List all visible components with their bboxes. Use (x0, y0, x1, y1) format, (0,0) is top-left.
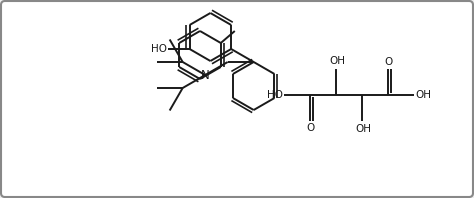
Text: HO: HO (151, 44, 166, 54)
Text: N: N (201, 69, 210, 82)
Text: OH: OH (415, 90, 431, 100)
Text: O: O (307, 123, 315, 133)
Text: OH: OH (329, 56, 345, 66)
Text: HO: HO (267, 90, 283, 100)
Text: O: O (385, 57, 393, 67)
Text: OH: OH (355, 124, 371, 134)
